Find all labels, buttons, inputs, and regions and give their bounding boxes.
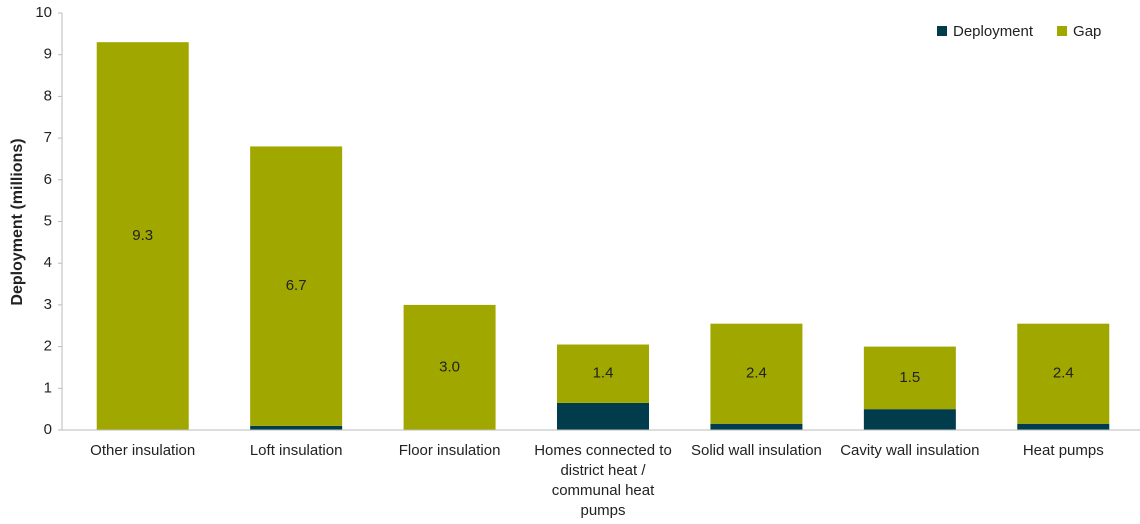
bar-segment	[1017, 323, 1110, 424]
y-tick-label: 6	[44, 171, 52, 188]
data-label: 3.0	[439, 358, 460, 375]
x-tick-label: Homes connected to district heat / commu…	[534, 442, 672, 519]
x-tick-label: Cavity wall insulation	[840, 442, 980, 459]
bar-segment	[710, 423, 803, 430]
y-tick-label: 5	[44, 212, 52, 229]
bar-segment	[96, 42, 189, 430]
data-label: 2.4	[746, 365, 767, 382]
bar-segment	[710, 323, 803, 424]
x-tick-label: Floor insulation	[398, 442, 501, 459]
bar-segment	[863, 346, 956, 410]
y-tick-label: 8	[44, 87, 52, 104]
y-tick-label: 1	[44, 379, 52, 396]
x-tick-label: Heat pumps	[1022, 442, 1104, 459]
x-tick-label: Other insulation	[90, 442, 196, 459]
bar-segment	[557, 402, 649, 430]
y-tick-label: 9	[44, 46, 52, 63]
y-tick-label: 7	[44, 129, 52, 146]
y-tick-label: 10	[35, 4, 52, 21]
x-tick-label: Loft insulation	[249, 442, 343, 459]
data-label: 1.5	[899, 369, 920, 386]
bar-segment	[863, 409, 956, 430]
bar-segment	[403, 304, 496, 430]
y-tick-label: 4	[44, 254, 52, 271]
bar-segment	[1017, 423, 1110, 430]
legend-label: Gap	[1073, 23, 1101, 40]
legend-swatch	[937, 26, 947, 36]
y-tick-label: 0	[44, 421, 52, 438]
legend-label: Deployment	[953, 23, 1034, 40]
legend-swatch	[1057, 26, 1068, 36]
x-tick-label: Solid wall insulation	[690, 442, 822, 459]
bar-segment	[250, 425, 343, 430]
y-tick-label: 3	[44, 296, 52, 313]
bar-segment	[557, 344, 649, 403]
data-label: 2.4	[1053, 365, 1074, 382]
data-label: 6.7	[286, 277, 307, 294]
y-axis-label: Deployment (millions)	[9, 138, 26, 305]
y-tick-label: 2	[44, 338, 52, 355]
data-label: 9.3	[132, 227, 153, 244]
data-label: 1.4	[593, 365, 614, 382]
bar-segment	[250, 146, 343, 426]
